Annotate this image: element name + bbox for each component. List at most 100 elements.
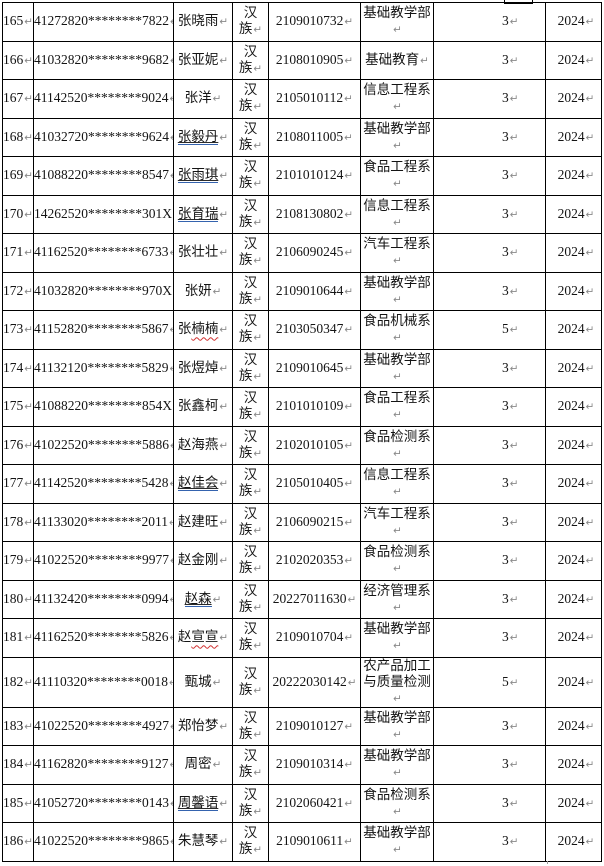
student-id-cell[interactable]: 20222030142↵ [268,656,361,708]
id-number-cell[interactable]: 41162820********9127↵ [33,745,174,785]
year-cell[interactable]: 2024↵ [545,233,602,273]
count-cell[interactable]: 3↵ [433,79,546,119]
row-number-cell[interactable]: 169↵ [2,156,34,196]
row-number-cell[interactable]: 179↵ [2,541,34,581]
name-cell[interactable]: 张煜焯↵ [173,348,233,388]
student-id-cell[interactable]: 2108011005↵ [268,117,361,157]
student-id-cell[interactable]: 2109010732↵ [268,2,361,42]
count-cell[interactable]: 3↵ [433,502,546,542]
count-cell[interactable]: 3↵ [433,541,546,581]
name-cell[interactable]: 赵建旺↵ [173,502,233,542]
id-number-cell[interactable]: 41022520********4927↵ [33,706,174,746]
student-id-cell[interactable]: 20227011630↵ [268,579,361,619]
student-id-cell[interactable]: 2103050347↵ [268,310,361,350]
year-cell[interactable]: 2024↵ [545,117,602,157]
count-cell[interactable]: 3↵ [433,618,546,658]
student-id-cell[interactable]: 2106090245↵ [268,233,361,273]
count-cell[interactable]: 3↵ [433,579,546,619]
name-cell[interactable]: 甄城↵ [173,656,233,708]
row-number-cell[interactable]: 174↵ [2,348,34,388]
year-cell[interactable]: 2024↵ [545,194,602,234]
department-cell[interactable]: 食品工程系 ↵ [360,387,434,427]
ethnicity-cell[interactable]: 汉族↵ [232,156,269,196]
count-cell[interactable]: 3↵ [433,2,546,42]
department-cell[interactable]: 基础教学部 ↵ [360,618,434,658]
count-cell[interactable]: 3↵ [433,464,546,504]
ethnicity-cell[interactable]: 汉族↵ [232,618,269,658]
id-number-cell[interactable]: 41133020********2011↵ [33,502,174,542]
id-number-cell[interactable]: 41132120********5829↵ [33,348,174,388]
row-number-cell[interactable]: 186↵ [2,822,34,862]
department-cell[interactable]: 基础教学部 ↵ [360,117,434,157]
ethnicity-cell[interactable]: 汉族↵ [232,79,269,119]
count-cell[interactable]: 3↵ [433,271,546,311]
ethnicity-cell[interactable]: 汉族↵ [232,348,269,388]
count-cell[interactable]: 3↵ [433,40,546,80]
count-cell[interactable]: 3↵ [433,194,546,234]
ethnicity-cell[interactable]: 汉族↵ [232,194,269,234]
name-cell[interactable]: 张洋↵ [173,79,233,119]
student-id-cell[interactable]: 2105010112↵ [268,79,361,119]
student-id-cell[interactable]: 2102060421↵ [268,783,361,823]
name-cell[interactable]: 张晓雨↵ [173,2,233,42]
ethnicity-cell[interactable]: 汉族↵ [232,464,269,504]
student-id-cell[interactable]: 2109010645↵ [268,348,361,388]
student-id-cell[interactable]: 2102010105↵ [268,425,361,465]
year-cell[interactable]: 2024↵ [545,822,602,862]
id-number-cell[interactable]: 41052720********0143↵ [33,783,174,823]
year-cell[interactable]: 2024↵ [545,387,602,427]
student-id-cell[interactable]: 2101010109↵ [268,387,361,427]
name-cell[interactable]: 张育瑞↵ [173,194,233,234]
row-number-cell[interactable]: 173↵ [2,310,34,350]
id-number-cell[interactable]: 41132420********0994↵ [33,579,174,619]
row-number-cell[interactable]: 176↵ [2,425,34,465]
year-cell[interactable]: 2024↵ [545,618,602,658]
student-id-cell[interactable]: 2109010704↵ [268,618,361,658]
ethnicity-cell[interactable]: 汉族↵ [232,117,269,157]
name-cell[interactable]: 张鑫柯↵ [173,387,233,427]
id-number-cell[interactable]: 41088220********854X↵ [33,387,174,427]
row-number-cell[interactable]: 180↵ [2,579,34,619]
ethnicity-cell[interactable]: 汉族↵ [232,2,269,42]
count-cell[interactable]: 3↵ [433,706,546,746]
year-cell[interactable]: 2024↵ [545,348,602,388]
row-number-cell[interactable]: 184↵ [2,745,34,785]
row-number-cell[interactable]: 175↵ [2,387,34,427]
ethnicity-cell[interactable]: 汉族↵ [232,425,269,465]
department-cell[interactable]: 信息工程系 ↵ [360,464,434,504]
name-cell[interactable]: 郑怡梦↵ [173,706,233,746]
id-number-cell[interactable]: 41088220********8547↵ [33,156,174,196]
department-cell[interactable]: 信息工程系 ↵ [360,194,434,234]
count-cell[interactable]: 3↵ [433,822,546,862]
name-cell[interactable]: 朱慧琴↵ [173,822,233,862]
id-number-cell[interactable]: 41022520********9865↵ [33,822,174,862]
id-number-cell[interactable]: 41022520********9977↵ [33,541,174,581]
year-cell[interactable]: 2024↵ [545,2,602,42]
department-cell[interactable]: 基础教学部 ↵ [360,745,434,785]
row-number-cell[interactable]: 181↵ [2,618,34,658]
row-number-cell[interactable]: 182↵ [2,656,34,708]
ethnicity-cell[interactable]: 汉族↵ [232,783,269,823]
count-cell[interactable]: 3↵ [433,783,546,823]
ethnicity-cell[interactable]: 汉族↵ [232,387,269,427]
count-cell[interactable]: 3↵ [433,387,546,427]
row-number-cell[interactable]: 183↵ [2,706,34,746]
year-cell[interactable]: 2024↵ [545,502,602,542]
department-cell[interactable]: 农产品加工 与质量检测 ↵ [360,656,434,708]
department-cell[interactable]: 汽车工程系 ↵ [360,502,434,542]
ethnicity-cell[interactable]: 汉族↵ [232,310,269,350]
count-cell[interactable]: 3↵ [433,117,546,157]
name-cell[interactable]: 赵金刚↵ [173,541,233,581]
id-number-cell[interactable]: 41152820********5867↵ [33,310,174,350]
row-number-cell[interactable]: 166↵ [2,40,34,80]
count-cell[interactable]: 3↵ [433,745,546,785]
department-cell[interactable]: 基础教育↵ [360,40,434,80]
year-cell[interactable]: 2024↵ [545,579,602,619]
department-cell[interactable]: 食品工程系 ↵ [360,156,434,196]
id-number-cell[interactable]: 14262520********301X↵ [33,194,174,234]
name-cell[interactable]: 周密↵ [173,745,233,785]
name-cell[interactable]: 周馨语↵ [173,783,233,823]
year-cell[interactable]: 2024↵ [545,745,602,785]
ethnicity-cell[interactable]: 汉族↵ [232,706,269,746]
count-cell[interactable]: 3↵ [433,425,546,465]
